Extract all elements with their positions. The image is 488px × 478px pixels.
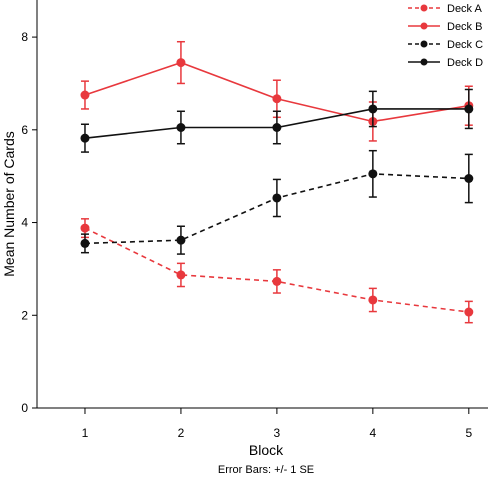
data-point: [368, 295, 378, 305]
legend-label: Deck B: [447, 21, 482, 33]
y-tick-label: 6: [21, 123, 28, 137]
legend-item: Deck C: [408, 39, 483, 51]
series-deck-d: [80, 88, 474, 153]
data-point: [272, 123, 282, 132]
data-point: [80, 90, 90, 100]
series-deck-c: [80, 149, 474, 255]
data-point: [464, 174, 474, 183]
legend-swatch-marker: [420, 22, 428, 30]
data-point: [176, 235, 186, 245]
y-tick-label: 8: [21, 30, 28, 44]
legend: Deck A Deck B Deck C Deck D: [408, 3, 483, 69]
legend-swatch-marker: [420, 58, 428, 66]
y-axis-title: Mean Number of Cards: [1, 131, 17, 277]
error-bar-note: Error Bars: +/- 1 SE: [218, 464, 314, 476]
x-axis-title: Block: [249, 442, 284, 458]
data-point: [80, 133, 90, 143]
x-tick-label: 5: [465, 426, 472, 440]
legend-swatch-marker: [420, 4, 428, 12]
x-tick-label: 4: [370, 426, 377, 440]
y-axis-ticks: 0 2 4 6 8: [21, 30, 37, 415]
data-point: [464, 307, 474, 317]
series-deck-a: [80, 218, 474, 324]
data-point: [368, 104, 378, 114]
legend-swatch-marker: [420, 40, 428, 48]
legend-item: Deck D: [408, 57, 483, 69]
data-point: [80, 238, 90, 248]
legend-item: Deck B: [408, 21, 482, 33]
y-tick-label: 4: [21, 216, 28, 230]
x-tick-label: 3: [274, 426, 281, 440]
legend-label: Deck A: [447, 3, 483, 15]
data-point: [272, 94, 282, 104]
data-point: [368, 169, 378, 179]
series-deck-b: [80, 40, 474, 142]
plot-frame: [36, 0, 488, 409]
legend-label: Deck C: [447, 39, 483, 51]
series-layer: [80, 40, 474, 324]
data-point: [176, 270, 186, 280]
data-point: [272, 276, 282, 286]
y-tick-label: 0: [21, 401, 28, 415]
x-axis-ticks: 1 2 3 4 5: [82, 408, 472, 440]
x-tick-label: 1: [82, 426, 89, 440]
data-point: [176, 58, 186, 68]
x-tick-label: 2: [178, 426, 185, 440]
y-tick-label: 2: [21, 308, 28, 322]
data-point: [272, 193, 282, 203]
legend-label: Deck D: [447, 57, 483, 69]
data-point: [464, 104, 474, 114]
data-point: [176, 123, 186, 132]
data-point: [80, 223, 90, 233]
legend-item: Deck A: [408, 3, 483, 15]
